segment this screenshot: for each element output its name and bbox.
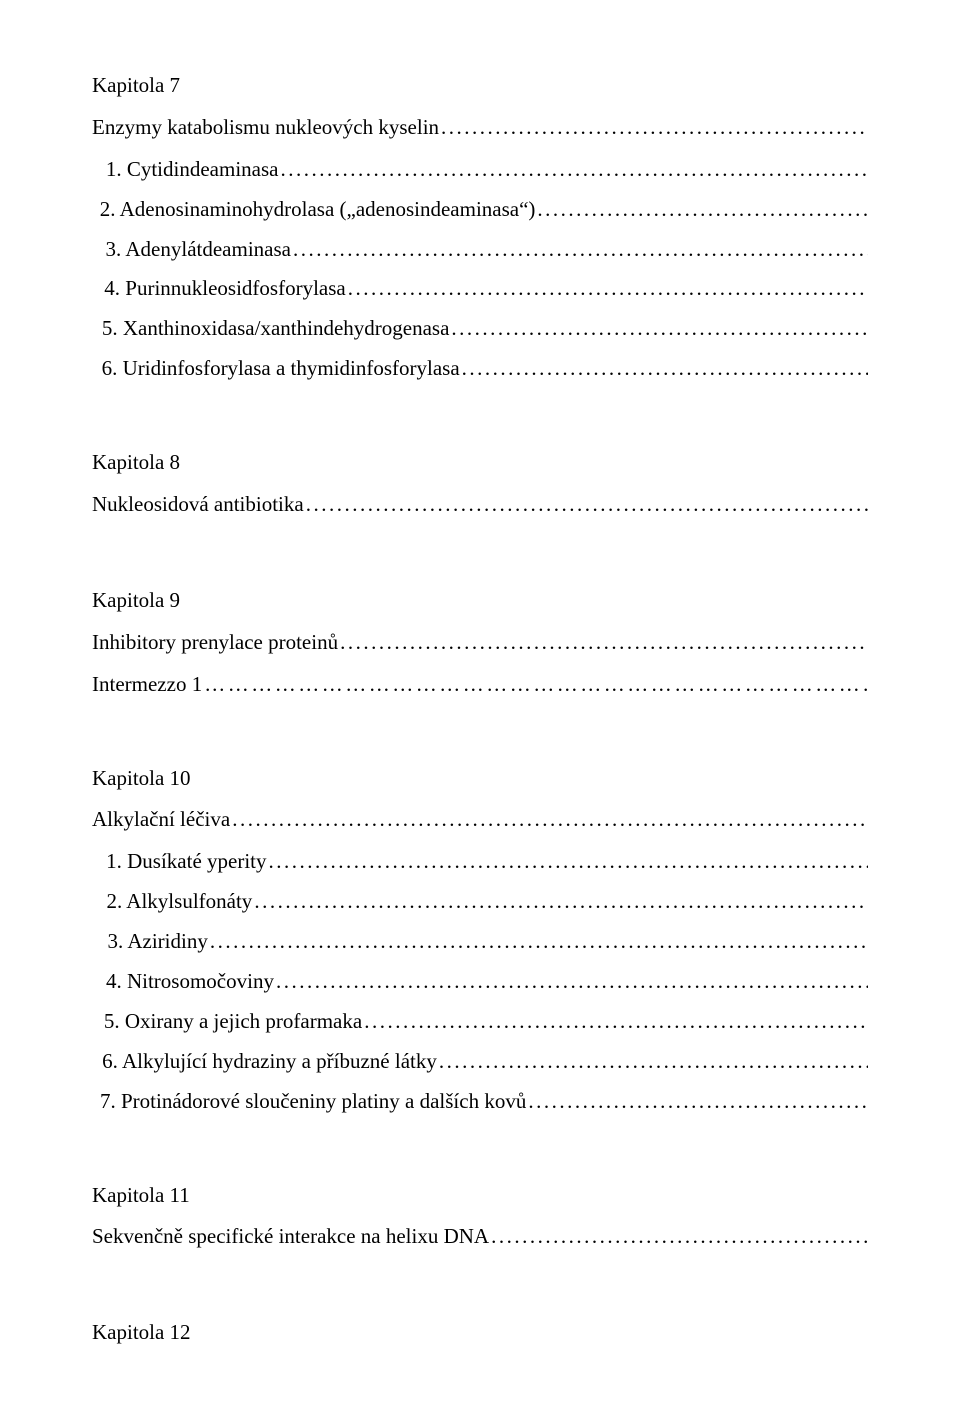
leader-dots: ........................................… — [338, 623, 868, 663]
chapter-subtitle: Inhibitory prenylace proteinů — [92, 623, 338, 663]
toc-entry: 2. Adenosinaminohydrolasa („adenosindeam… — [92, 190, 868, 230]
section-gap — [92, 1259, 868, 1295]
toc-entry: 7. Protinádorové sloučeniny platiny a da… — [92, 1082, 868, 1122]
leader-dots: ........................................… — [346, 269, 868, 309]
toc-entry: 6. Alkylující hydraziny a příbuzné látky… — [92, 1042, 868, 1082]
chapter-subtitle: Enzymy katabolismu nukleových kyselin — [92, 108, 439, 148]
toc-item-label: 3. Adenylátdeaminasa — [106, 230, 291, 270]
toc-item-label: 3. Aziridiny — [108, 922, 208, 962]
toc-entry: Nukleosidová antibiotika................… — [92, 485, 868, 525]
leader-dots: ........................................… — [526, 1082, 868, 1122]
chapter-title: Kapitola 7 — [92, 66, 868, 106]
toc-item-label: Intermezzo 1 — [92, 665, 202, 705]
leader-dots: ........................................… — [230, 800, 868, 840]
toc-entry: 4. Purinnukleosidfosforylasa............… — [92, 269, 868, 309]
chapter-title: Kapitola 10 — [92, 759, 868, 799]
section-gap — [92, 389, 868, 425]
leader-dots: ........................................… — [252, 882, 868, 922]
document-body: Kapitola 7Enzymy katabolismu nukleových … — [92, 66, 868, 1353]
leader-dots: ........................................… — [449, 309, 868, 349]
toc-entry: 2. Alkylsulfonáty.......................… — [92, 882, 868, 922]
toc-item-label: 4. Nitrosomočoviny — [106, 962, 274, 1002]
leader-dots: …………………………………………………………………………………………………………… — [202, 665, 868, 705]
leader-dots: ........................................… — [362, 1002, 868, 1042]
leader-dots: ........................................… — [535, 190, 868, 230]
toc-entry: 6. Uridinfosforylasa a thymidinfosforyla… — [92, 349, 868, 389]
chapter-title: Kapitola 9 — [92, 581, 868, 621]
leader-dots: ........................................… — [460, 349, 868, 389]
leader-dots: ........................................… — [267, 842, 868, 882]
chapter-subtitle: Nukleosidová antibiotika — [92, 485, 304, 525]
toc-entry: Sekvenčně specifické interakce na helixu… — [92, 1217, 868, 1257]
toc-item-label: 6. Uridinfosforylasa a thymidinfosforyla… — [102, 349, 460, 389]
leader-dots: ........................................… — [274, 962, 868, 1002]
leader-dots: ........................................… — [437, 1042, 868, 1082]
toc-entry: 5. Xanthinoxidasa/xanthindehydrogenasa..… — [92, 309, 868, 349]
toc-item-label: 1. Dusíkaté yperity — [106, 842, 266, 882]
leader-dots: ........................................… — [208, 922, 868, 962]
leader-dots: ........................................… — [489, 1217, 868, 1257]
leader-dots: ........................................… — [439, 108, 868, 148]
chapter-subtitle: Alkylační léčiva — [92, 800, 230, 840]
toc-item-label: 4. Purinnukleosidfosforylasa — [104, 269, 345, 309]
toc-entry: Intermezzo 1…………………………………………………………………………… — [92, 665, 868, 705]
toc-entry: 1. Cytidindeaminasa.....................… — [92, 150, 868, 190]
chapter-title: Kapitola 12 — [92, 1313, 868, 1353]
toc-item-label: 2. Alkylsulfonáty — [106, 882, 252, 922]
toc-item-label: 1. Cytidindeaminasa — [106, 150, 279, 190]
toc-entry: Inhibitory prenylace proteinů...........… — [92, 623, 868, 663]
leader-dots: ........................................… — [304, 485, 868, 525]
toc-item-label: 2. Adenosinaminohydrolasa („adenosindeam… — [100, 190, 536, 230]
leader-dots: ........................................… — [278, 150, 868, 190]
section-gap — [92, 527, 868, 563]
toc-item-label: 5. Oxirany a jejich profarmaka — [104, 1002, 362, 1042]
toc-item-label: 7. Protinádorové sloučeniny platiny a da… — [100, 1082, 526, 1122]
toc-entry: 3. Adenylátdeaminasa....................… — [92, 230, 868, 270]
toc-entry: 4. Nitrosomočoviny......................… — [92, 962, 868, 1002]
toc-entry: 1. Dusíkaté yperity.....................… — [92, 842, 868, 882]
chapter-subtitle: Sekvenčně specifické interakce na helixu… — [92, 1217, 489, 1257]
toc-item-label: 5. Xanthinoxidasa/xanthindehydrogenasa — [102, 309, 450, 349]
section-gap — [92, 1122, 868, 1158]
chapter-title: Kapitola 8 — [92, 443, 868, 483]
leader-dots: ........................................… — [291, 230, 868, 270]
chapter-title: Kapitola 11 — [92, 1176, 868, 1216]
toc-entry: 3. Aziridiny ...........................… — [92, 922, 868, 962]
section-gap — [92, 705, 868, 741]
toc-entry: Alkylační léčiva........................… — [92, 800, 868, 840]
toc-entry: Enzymy katabolismu nukleových kyselin...… — [92, 108, 868, 148]
toc-entry: 5. Oxirany a jejich profarmaka..........… — [92, 1002, 868, 1042]
toc-item-label: 6. Alkylující hydraziny a příbuzné látky — [102, 1042, 437, 1082]
